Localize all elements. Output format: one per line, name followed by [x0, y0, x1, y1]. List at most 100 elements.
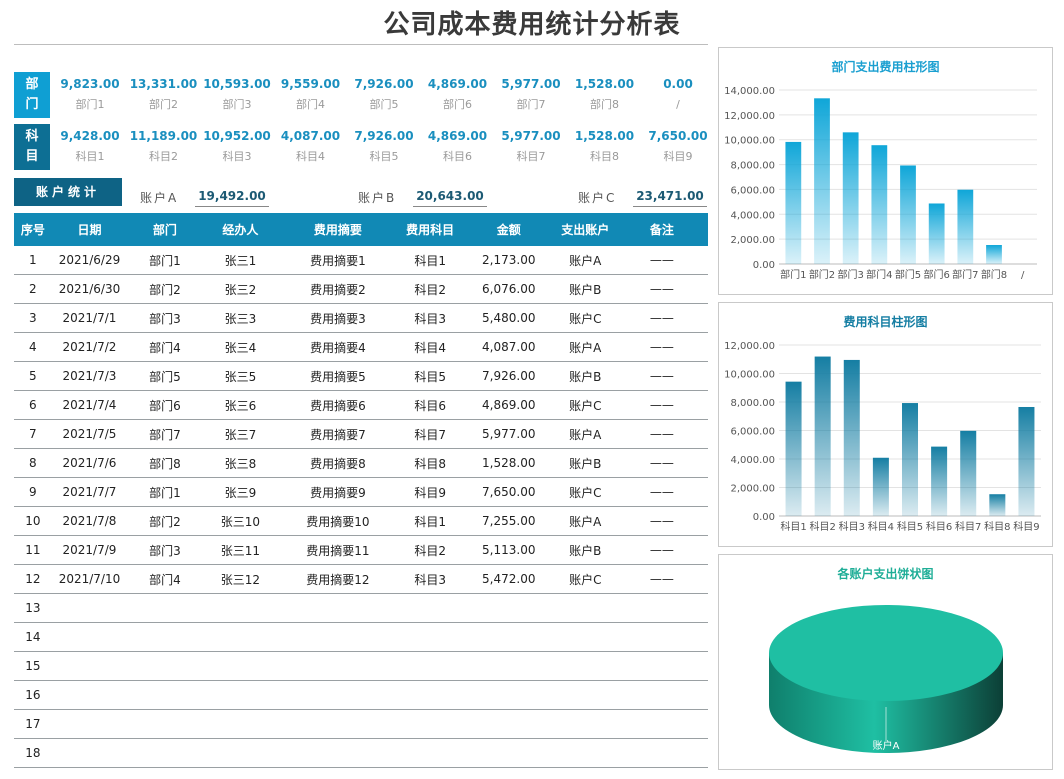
table-cell[interactable]	[397, 738, 463, 768]
bar[interactable]	[785, 381, 802, 516]
column-header[interactable]: 备注	[615, 213, 708, 246]
table-cell[interactable]	[397, 680, 463, 710]
table-cell[interactable]	[127, 738, 203, 768]
table-cell[interactable]: 费用摘要2	[278, 274, 398, 304]
table-cell[interactable]: 部门7	[127, 419, 203, 449]
table-cell[interactable]: 张三7	[202, 419, 279, 449]
table-cell[interactable]: 费用摘要5	[278, 361, 398, 391]
table-cell[interactable]: 账户A	[554, 506, 616, 536]
bar[interactable]	[1018, 406, 1035, 516]
table-cell[interactable]: ——	[615, 477, 708, 507]
table-cell[interactable]: 2021/7/1	[51, 303, 128, 333]
table-cell[interactable]: 13	[14, 593, 52, 623]
table-cell[interactable]: ——	[615, 303, 708, 333]
table-cell[interactable]: 部门8	[127, 448, 203, 478]
table-cell[interactable]: 18	[14, 738, 52, 768]
table-cell[interactable]: 费用摘要11	[278, 535, 398, 565]
table-cell[interactable]: 5	[14, 361, 52, 391]
table-row[interactable]: 12 2021/7/10 部门4 张三12 费用摘要12 科目3 5,472.00 账户C ——	[14, 564, 708, 594]
table-cell[interactable]: 2021/7/7	[51, 477, 128, 507]
table-cell[interactable]	[278, 709, 398, 739]
table-cell[interactable]: 4	[14, 332, 52, 362]
bar[interactable]	[931, 446, 948, 516]
table-cell[interactable]	[51, 651, 128, 681]
table-cell[interactable]: 账户C	[554, 477, 616, 507]
table-cell[interactable]	[462, 738, 555, 768]
table-cell[interactable]	[397, 593, 463, 623]
table-cell[interactable]: 2021/7/8	[51, 506, 128, 536]
account-stats-button[interactable]: 账户统计	[14, 178, 122, 206]
table-cell[interactable]: ——	[615, 332, 708, 362]
table-row[interactable]: 1 2021/6/29 部门1 张三1 费用摘要1 科目1 2,173.00 账户A ——	[14, 246, 708, 275]
bar[interactable]	[928, 203, 945, 264]
table-cell[interactable]: 8	[14, 448, 52, 478]
table-cell[interactable]: 账户B	[554, 535, 616, 565]
table-row[interactable]: 5 2021/7/3 部门5 张三5 费用摘要5 科目5 7,926.00 账户B ——	[14, 361, 708, 391]
table-cell[interactable]	[202, 738, 279, 768]
table-cell[interactable]: 账户A	[554, 332, 616, 362]
table-row[interactable]: 2 2021/6/30 部门2 张三2 费用摘要2 科目2 6,076.00 账户B ——	[14, 274, 708, 304]
table-cell[interactable]	[278, 738, 398, 768]
table-cell[interactable]: 5,113.00	[462, 535, 555, 565]
pie-slice[interactable]	[769, 605, 1003, 701]
table-cell[interactable]	[554, 738, 616, 768]
table-row[interactable]: 9 2021/7/7 部门1 张三9 费用摘要9 科目9 7,650.00 账户C ——	[14, 477, 708, 507]
bar[interactable]	[871, 145, 888, 264]
table-cell[interactable]: 部门3	[127, 535, 203, 565]
table-cell[interactable]: 费用摘要6	[278, 390, 398, 420]
table-cell[interactable]	[615, 622, 708, 652]
table-cell[interactable]: 5,480.00	[462, 303, 555, 333]
table-cell[interactable]	[462, 680, 555, 710]
table-cell[interactable]: 科目1	[397, 246, 463, 275]
table-cell[interactable]: 账户B	[554, 274, 616, 304]
table-cell[interactable]: ——	[615, 419, 708, 449]
table-cell[interactable]: 费用摘要8	[278, 448, 398, 478]
table-cell[interactable]: 12	[14, 564, 52, 594]
table-cell[interactable]: 2021/7/5	[51, 419, 128, 449]
table-cell[interactable]: ——	[615, 361, 708, 391]
table-cell[interactable]: 张三12	[202, 564, 279, 594]
table-cell[interactable]	[51, 593, 128, 623]
table-cell[interactable]	[554, 651, 616, 681]
table-cell[interactable]: 科目3	[397, 564, 463, 594]
column-header[interactable]: 金额	[462, 213, 555, 246]
table-cell[interactable]: 17	[14, 709, 52, 739]
table-cell[interactable]: 6	[14, 390, 52, 420]
table-cell[interactable]	[462, 622, 555, 652]
table-cell[interactable]: ——	[615, 535, 708, 565]
table-cell[interactable]: 7,650.00	[462, 477, 555, 507]
table-cell[interactable]: 部门1	[127, 477, 203, 507]
table-row[interactable]: 15	[14, 651, 708, 681]
table-cell[interactable]: ——	[615, 506, 708, 536]
bar[interactable]	[872, 457, 889, 516]
table-cell[interactable]: 部门2	[127, 506, 203, 536]
table-cell[interactable]	[462, 651, 555, 681]
table-row[interactable]: 4 2021/7/2 部门4 张三4 费用摘要4 科目4 4,087.00 账户A ——	[14, 332, 708, 362]
table-cell[interactable]: 部门1	[127, 246, 203, 275]
table-cell[interactable]: 账户C	[554, 564, 616, 594]
column-header[interactable]: 经办人	[202, 213, 279, 246]
table-cell[interactable]	[202, 680, 279, 710]
bar[interactable]	[814, 356, 831, 516]
table-cell[interactable]: 2021/7/9	[51, 535, 128, 565]
table-cell[interactable]	[278, 680, 398, 710]
table-cell[interactable]: ——	[615, 390, 708, 420]
table-cell[interactable]: 16	[14, 680, 52, 710]
table-cell[interactable]: 张三9	[202, 477, 279, 507]
table-cell[interactable]: 2021/6/30	[51, 274, 128, 304]
bar[interactable]	[843, 359, 860, 516]
table-cell[interactable]	[127, 651, 203, 681]
table-cell[interactable]: 账户B	[554, 361, 616, 391]
bar[interactable]	[960, 430, 977, 516]
table-cell[interactable]: 2021/7/10	[51, 564, 128, 594]
table-cell[interactable]: 部门6	[127, 390, 203, 420]
column-header[interactable]: 日期	[51, 213, 128, 246]
table-cell[interactable]	[397, 622, 463, 652]
table-cell[interactable]: 科目4	[397, 332, 463, 362]
table-cell[interactable]: 科目1	[397, 506, 463, 536]
table-cell[interactable]: 4,869.00	[462, 390, 555, 420]
column-header[interactable]: 费用科目	[397, 213, 463, 246]
table-cell[interactable]: 科目9	[397, 477, 463, 507]
table-row[interactable]: 14	[14, 622, 708, 652]
table-cell[interactable]: 费用摘要9	[278, 477, 398, 507]
